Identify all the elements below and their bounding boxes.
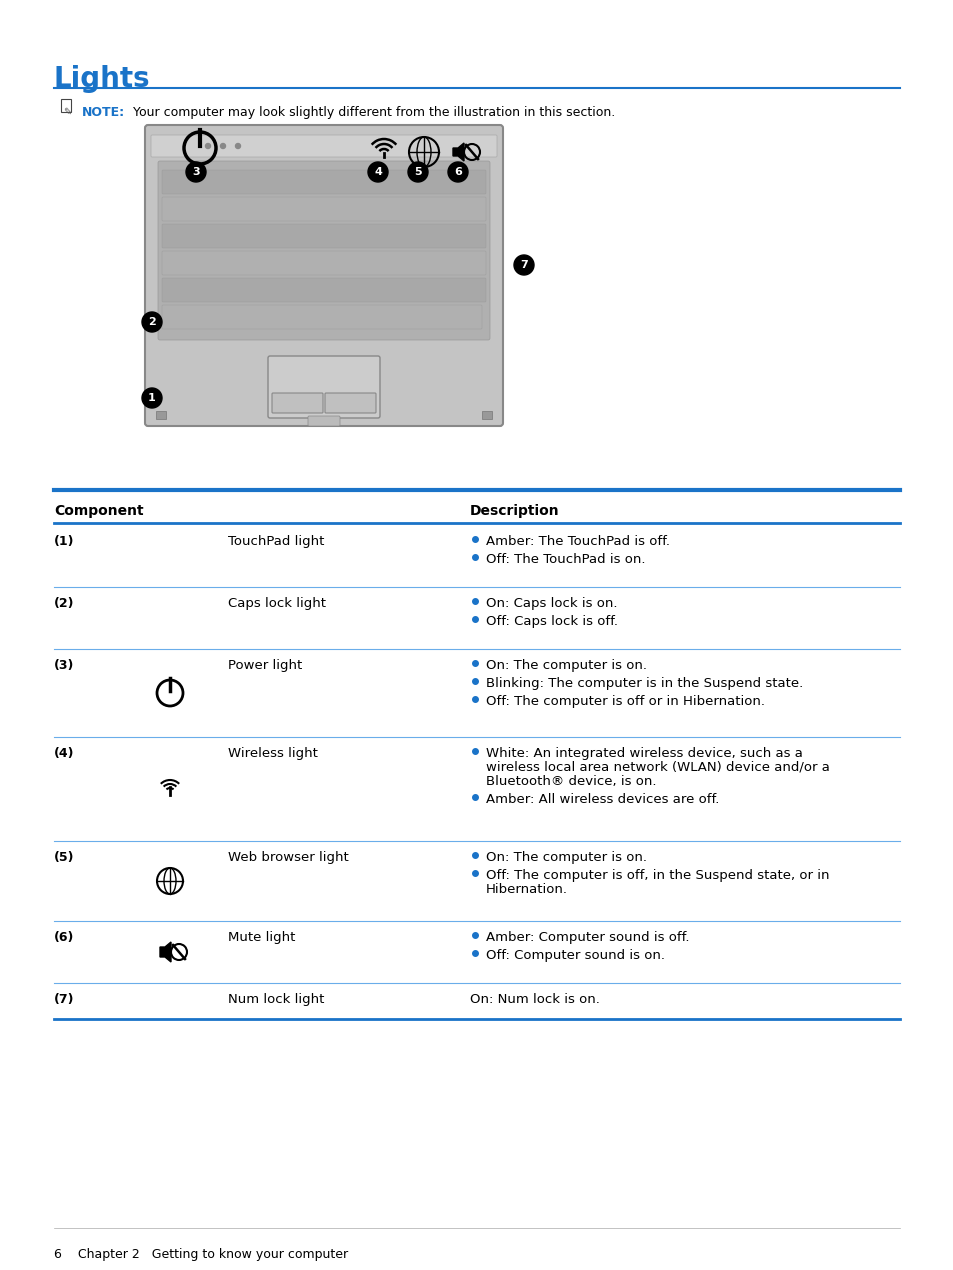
Text: ✎: ✎ xyxy=(63,107,71,117)
Text: Component: Component xyxy=(54,504,144,518)
Text: (2): (2) xyxy=(54,597,74,610)
Polygon shape xyxy=(453,144,463,161)
Text: Off: The computer is off or in Hibernation.: Off: The computer is off or in Hibernati… xyxy=(485,695,764,707)
Text: White: An integrated wireless device, such as a: White: An integrated wireless device, su… xyxy=(485,747,802,759)
Text: Caps lock light: Caps lock light xyxy=(228,597,326,610)
FancyBboxPatch shape xyxy=(325,392,375,413)
Text: On: The computer is on.: On: The computer is on. xyxy=(485,851,646,864)
FancyBboxPatch shape xyxy=(481,411,492,419)
Text: 1: 1 xyxy=(148,392,155,403)
FancyBboxPatch shape xyxy=(162,305,481,329)
Text: Blinking: The computer is in the Suspend state.: Blinking: The computer is in the Suspend… xyxy=(485,677,802,690)
Text: On: The computer is on.: On: The computer is on. xyxy=(485,659,646,672)
Text: Wireless light: Wireless light xyxy=(228,747,317,759)
Text: Bluetooth® device, is on.: Bluetooth® device, is on. xyxy=(485,775,656,787)
FancyBboxPatch shape xyxy=(156,411,166,419)
Text: (7): (7) xyxy=(54,993,74,1006)
Text: NOTE:: NOTE: xyxy=(82,105,125,119)
FancyBboxPatch shape xyxy=(145,124,502,425)
Text: TouchPad light: TouchPad light xyxy=(228,535,324,547)
Text: Hibernation.: Hibernation. xyxy=(485,883,567,897)
FancyBboxPatch shape xyxy=(162,251,485,276)
Text: Amber: Computer sound is off.: Amber: Computer sound is off. xyxy=(485,931,689,944)
Text: Off: Caps lock is off.: Off: Caps lock is off. xyxy=(485,615,618,627)
Text: (1): (1) xyxy=(54,535,74,547)
Text: Mute light: Mute light xyxy=(228,931,295,944)
Circle shape xyxy=(235,144,240,149)
FancyBboxPatch shape xyxy=(151,135,497,157)
FancyBboxPatch shape xyxy=(268,356,379,418)
Text: On: Caps lock is on.: On: Caps lock is on. xyxy=(485,597,617,610)
Circle shape xyxy=(186,163,206,182)
Text: Amber: All wireless devices are off.: Amber: All wireless devices are off. xyxy=(485,792,719,806)
FancyBboxPatch shape xyxy=(272,392,323,413)
Polygon shape xyxy=(160,942,171,961)
Text: (4): (4) xyxy=(54,747,74,759)
Text: Off: The TouchPad is on.: Off: The TouchPad is on. xyxy=(485,552,645,566)
Text: Power light: Power light xyxy=(228,659,302,672)
Text: On: Num lock is on.: On: Num lock is on. xyxy=(470,993,599,1006)
Text: (5): (5) xyxy=(54,851,74,864)
Circle shape xyxy=(142,389,162,408)
FancyBboxPatch shape xyxy=(158,161,490,340)
FancyBboxPatch shape xyxy=(162,224,485,248)
Text: Lights: Lights xyxy=(54,65,151,93)
Circle shape xyxy=(448,163,468,182)
Circle shape xyxy=(408,163,428,182)
Text: 6: 6 xyxy=(454,166,461,177)
FancyBboxPatch shape xyxy=(162,170,485,194)
Circle shape xyxy=(368,163,388,182)
Text: (6): (6) xyxy=(54,931,74,944)
Text: 4: 4 xyxy=(374,166,381,177)
Text: 7: 7 xyxy=(519,260,527,271)
Text: Web browser light: Web browser light xyxy=(228,851,349,864)
Text: 2: 2 xyxy=(148,318,155,326)
Text: Num lock light: Num lock light xyxy=(228,993,324,1006)
Text: 3: 3 xyxy=(192,166,199,177)
FancyBboxPatch shape xyxy=(308,417,339,425)
Text: Off: The computer is off, in the Suspend state, or in: Off: The computer is off, in the Suspend… xyxy=(485,869,828,881)
Circle shape xyxy=(205,144,211,149)
Text: Amber: The TouchPad is off.: Amber: The TouchPad is off. xyxy=(485,535,669,547)
FancyBboxPatch shape xyxy=(61,99,71,112)
Text: 6    Chapter 2   Getting to know your computer: 6 Chapter 2 Getting to know your compute… xyxy=(54,1248,348,1261)
FancyBboxPatch shape xyxy=(162,197,485,221)
Text: Your computer may look slightly different from the illustration in this section.: Your computer may look slightly differen… xyxy=(132,105,615,119)
Text: 5: 5 xyxy=(414,166,421,177)
Text: (3): (3) xyxy=(54,659,74,672)
Text: Description: Description xyxy=(470,504,559,518)
Text: Off: Computer sound is on.: Off: Computer sound is on. xyxy=(485,949,664,961)
Circle shape xyxy=(142,312,162,331)
Text: wireless local area network (WLAN) device and/or a: wireless local area network (WLAN) devic… xyxy=(485,761,829,773)
Circle shape xyxy=(514,255,534,276)
Circle shape xyxy=(220,144,225,149)
FancyBboxPatch shape xyxy=(162,278,485,302)
